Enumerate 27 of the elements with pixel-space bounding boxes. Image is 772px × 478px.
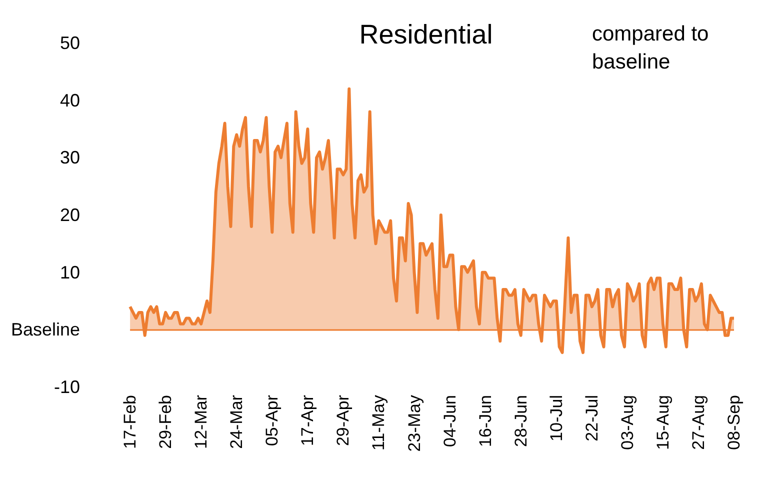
y-tick-label: 10 xyxy=(60,262,80,282)
x-tick-label: 11-May xyxy=(369,394,388,450)
x-tick-label: 17-Feb xyxy=(120,395,140,449)
x-tick-label: 16-Jun xyxy=(476,395,495,447)
chart-title: Residential xyxy=(359,20,493,50)
y-tick-label: 50 xyxy=(60,33,80,53)
x-tick-label: 27-Aug xyxy=(688,395,708,450)
x-tick-label: 29-Apr xyxy=(334,394,353,446)
x-tick-label: 10-Jul xyxy=(546,395,566,442)
y-tick-label: 30 xyxy=(60,148,80,168)
x-tick-label: 17-Apr xyxy=(298,394,318,446)
y-tick-label: -10 xyxy=(54,377,80,397)
x-tick-label: 23-May xyxy=(404,394,424,452)
annotation: compared to baseline xyxy=(592,22,715,74)
x-tick-label: 08-Sep xyxy=(724,395,744,450)
y-tick-label: 20 xyxy=(60,205,80,225)
x-tick-label: 05-Apr xyxy=(262,394,282,446)
x-tick-label: 24-Mar xyxy=(227,394,246,449)
x-tick-label: 28-Jun xyxy=(511,395,530,447)
x-tick-label: 04-Jun xyxy=(440,395,460,447)
x-tick-label: 12-Mar xyxy=(192,394,211,449)
x-tick-label: 15-Aug xyxy=(653,395,672,450)
x-tick-label: 03-Aug xyxy=(618,395,637,450)
y-tick-label: 40 xyxy=(60,90,80,110)
y-tick-label: Baseline xyxy=(11,320,80,340)
x-tick-label: 22-Jul xyxy=(582,395,602,442)
x-tick-label: 29-Feb xyxy=(156,395,176,449)
